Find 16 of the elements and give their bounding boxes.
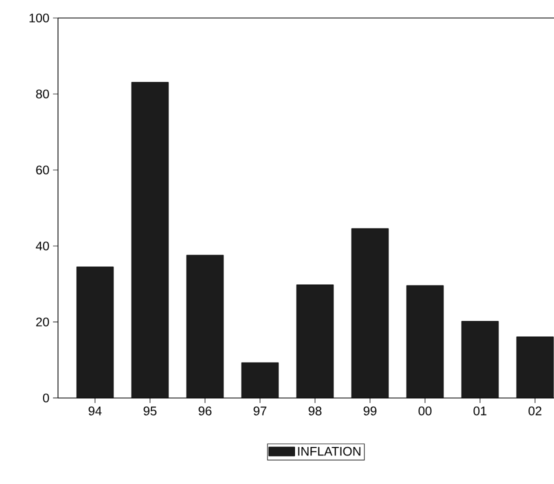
x-tick-label: 00 [418,406,432,416]
x-tick-label: 98 [308,406,322,416]
x-tick-label: 99 [364,406,376,416]
y-tick-label: 80 [36,90,49,98]
y-tick-label: 40 [36,242,49,250]
x-tick-label: 02 [528,406,542,416]
x-tick-label: 97 [254,406,266,416]
x-tick-label: 95 [144,406,156,416]
y-tick-label: 60 [36,166,49,174]
y-tick-label: 20 [36,318,49,326]
x-tick-label: 01 [474,406,486,416]
legend-label: INFLATION [298,446,360,456]
y-tick-label: 100 [30,14,49,22]
x-tick-label: 94 [88,406,102,416]
y-tick-label: 0 [43,394,49,402]
x-tick-label: 96 [198,406,212,416]
